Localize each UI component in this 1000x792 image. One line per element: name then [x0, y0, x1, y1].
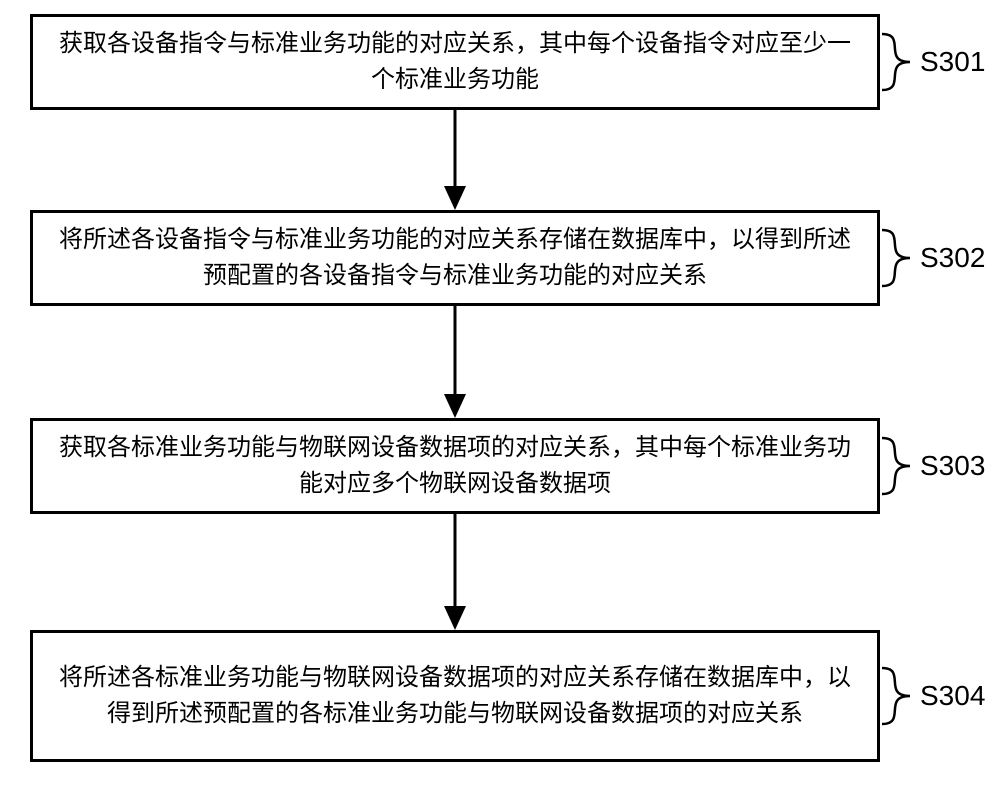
step-brace [880, 435, 916, 497]
flow-step-text: 将所述各标准业务功能与物联网设备数据项的对应关系存储在数据库中，以得到所述预配置… [57, 660, 853, 732]
flow-step-label: S303 [920, 450, 985, 482]
flow-arrow [442, 306, 468, 420]
flow-arrow [442, 110, 468, 212]
flow-step-box: 获取各标准业务功能与物联网设备数据项的对应关系，其中每个标准业务功能对应多个物联… [30, 418, 880, 514]
flow-step-text: 将所述各设备指令与标准业务功能的对应关系存储在数据库中，以得到所述预配置的各设备… [57, 222, 853, 294]
flow-step-label: S302 [920, 242, 985, 274]
flow-step-text: 获取各设备指令与标准业务功能的对应关系，其中每个设备指令对应至少一个标准业务功能 [57, 26, 853, 98]
flow-arrow [442, 514, 468, 632]
flow-step-box: 获取各设备指令与标准业务功能的对应关系，其中每个设备指令对应至少一个标准业务功能 [30, 14, 880, 110]
step-brace [880, 227, 916, 289]
flow-step-box: 将所述各设备指令与标准业务功能的对应关系存储在数据库中，以得到所述预配置的各设备… [30, 210, 880, 306]
step-brace [880, 31, 916, 93]
flow-step-box: 将所述各标准业务功能与物联网设备数据项的对应关系存储在数据库中，以得到所述预配置… [30, 630, 880, 762]
step-brace [880, 665, 916, 727]
flow-step-label: S304 [920, 680, 985, 712]
flow-step-label: S301 [920, 46, 985, 78]
flow-step-text: 获取各标准业务功能与物联网设备数据项的对应关系，其中每个标准业务功能对应多个物联… [57, 430, 853, 502]
